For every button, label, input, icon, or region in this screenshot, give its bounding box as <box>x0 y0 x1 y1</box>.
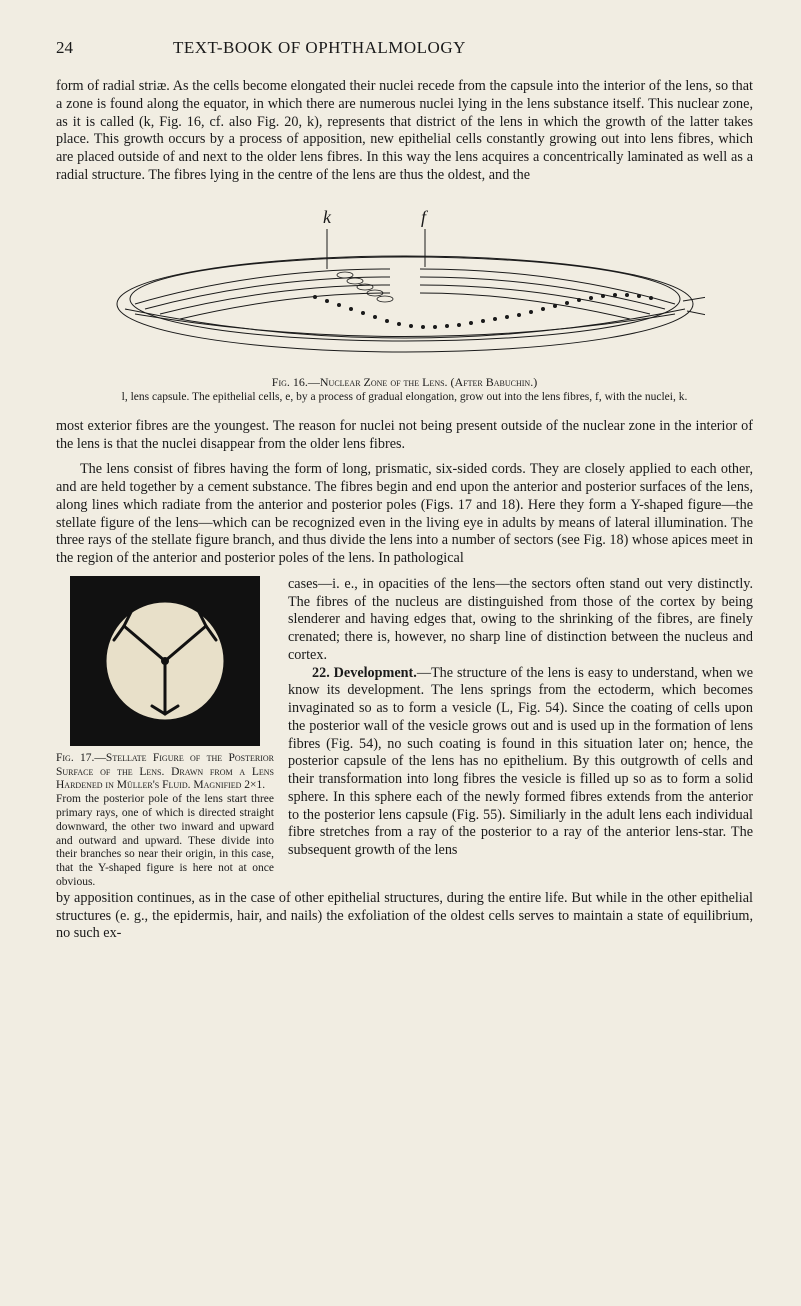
page: 24 TEXT-BOOK OF OPHTHALMOLOGY form of ra… <box>0 0 801 1306</box>
figure-17-column: Fig. 17.—Stellate Figure of the Posterio… <box>56 576 274 890</box>
figure-17-caption: Fig. 17.—Stellate Figure of the Posterio… <box>56 752 274 890</box>
paragraph-2: most exterior fibres are the youngest. T… <box>56 418 753 454</box>
figure-17-caption-body: From the posterior pole of the lens star… <box>56 793 274 888</box>
paragraph-1: form of radial striæ. As the cells becom… <box>56 78 753 185</box>
label-f: f <box>421 207 429 227</box>
page-header: 24 TEXT-BOOK OF OPHTHALMOLOGY <box>56 38 753 58</box>
section-22-heading: 22. Development. <box>312 665 417 681</box>
figure-17-caption-main: Fig. 17.—Stellate Figure of the Posterio… <box>56 752 274 792</box>
page-title: TEXT-BOOK OF OPHTHALMOLOGY <box>173 38 466 58</box>
label-k: k <box>323 207 332 227</box>
figure-16-caption-sub: l, lens capsule. The epithelial cells, e… <box>80 390 730 404</box>
lens-zone-diagram: k f e l <box>105 199 705 369</box>
right-text-column: cases—i. e., in opacities of the lens—th… <box>288 576 753 860</box>
figure-16: k f e l Fig. 16.—Nuclear Zone of the Len… <box>56 199 753 404</box>
figure-17-row: Fig. 17.—Stellate Figure of the Posterio… <box>56 576 753 890</box>
figure-16-caption-main: Fig. 16.—Nuclear Zone of the Lens. (Afte… <box>272 375 537 389</box>
right-paragraph-1: cases—i. e., in opacities of the lens—th… <box>288 576 753 665</box>
paragraph-3: The lens consist of fibres having the fo… <box>56 461 753 568</box>
paragraph-final: by apposition continues, as in the case … <box>56 890 753 943</box>
section-22-body: —The structure of the lens is easy to un… <box>288 665 753 859</box>
stellate-figure-icon <box>100 596 230 726</box>
page-number: 24 <box>56 38 73 58</box>
figure-17-image <box>70 576 260 746</box>
right-paragraph-2: 22. Development.—The structure of the le… <box>288 665 753 860</box>
figure-16-caption: Fig. 16.—Nuclear Zone of the Lens. (Afte… <box>80 375 730 404</box>
